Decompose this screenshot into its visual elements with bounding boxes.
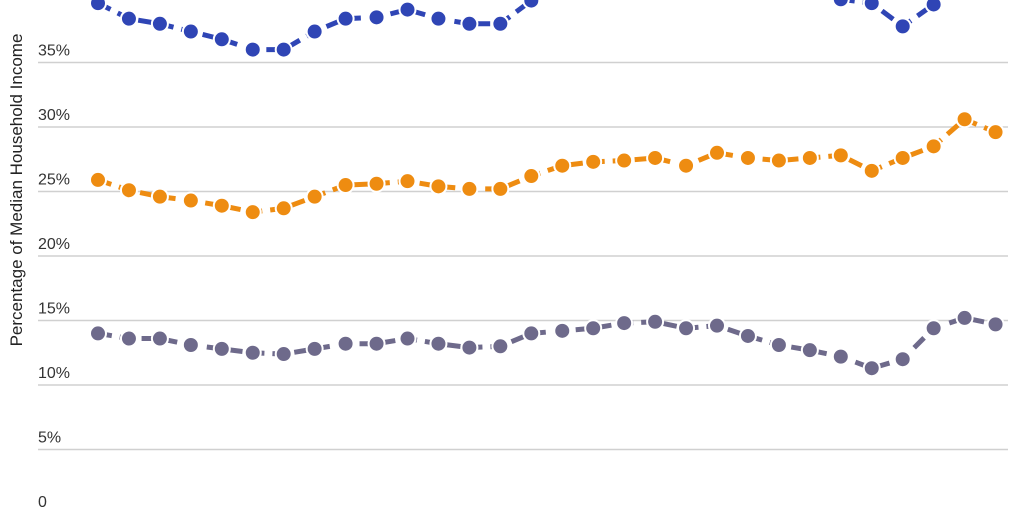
y-tick-label: 20%: [38, 236, 70, 253]
data-point: [429, 9, 448, 28]
data-point: [553, 156, 572, 175]
data-point: [367, 174, 386, 193]
data-point: [893, 17, 912, 36]
data-point: [119, 329, 138, 348]
y-axis-title: Percentage of Median Household Income: [7, 34, 26, 347]
data-point: [708, 143, 726, 162]
y-tick-label: 35%: [38, 43, 70, 60]
series-2: [89, 110, 1005, 222]
series-line: [97, 116, 997, 215]
data-point: [615, 314, 634, 333]
data-point: [398, 172, 417, 191]
series-1: [89, 0, 943, 59]
data-point: [243, 40, 262, 59]
data-point: [367, 334, 386, 353]
data-point: [986, 315, 1005, 334]
data-point: [893, 350, 912, 369]
data-point: [150, 187, 169, 206]
y-tick-label: 0: [38, 494, 47, 511]
data-point: [460, 338, 479, 357]
data-point: [924, 0, 943, 14]
data-point: [924, 319, 943, 338]
data-point: [769, 151, 788, 170]
data-point: [522, 324, 541, 343]
y-tick-label: 5%: [38, 430, 61, 447]
data-point: [831, 347, 850, 366]
data-point: [491, 14, 510, 33]
data-point: [955, 110, 974, 129]
data-point: [181, 22, 200, 41]
data-point: [367, 8, 386, 27]
series-line: [97, 315, 997, 371]
data-point: [584, 152, 603, 171]
data-point: [522, 167, 541, 186]
y-tick-label: 30%: [38, 107, 70, 124]
data-point: [274, 40, 293, 59]
data-point: [831, 0, 850, 9]
data-point: [646, 312, 665, 331]
data-point: [212, 196, 231, 215]
data-point: [119, 181, 138, 200]
y-axis-ticks: 0 5% 10% 15% 20% 25% 30% 35%: [38, 43, 70, 512]
data-point: [89, 324, 107, 343]
data-point: [986, 123, 1005, 142]
data-point: [243, 203, 262, 222]
data-point: [800, 148, 819, 167]
data-point: [336, 334, 355, 353]
data-point: [522, 0, 541, 10]
data-point: [150, 14, 169, 33]
data-point: [677, 319, 696, 338]
data-point: [243, 343, 262, 362]
gridlines: [38, 61, 1008, 451]
data-point: [862, 359, 881, 378]
data-point: [491, 179, 510, 198]
data-point: [738, 326, 757, 345]
series-group: [89, 0, 1005, 378]
data-point: [336, 176, 355, 195]
data-point: [429, 177, 448, 196]
data-point: [212, 339, 231, 358]
y-tick-label: 25%: [38, 172, 70, 189]
data-point: [800, 341, 819, 360]
data-point: [305, 22, 324, 41]
data-point: [831, 146, 850, 165]
data-point: [460, 179, 479, 198]
data-point: [336, 9, 355, 28]
data-point: [89, 170, 107, 189]
data-point: [769, 336, 788, 355]
y-tick-label: 10%: [38, 365, 70, 382]
data-point: [893, 148, 912, 167]
data-point: [460, 14, 479, 33]
data-point: [181, 336, 200, 355]
data-point: [738, 148, 757, 167]
data-point: [398, 0, 417, 19]
data-point: [89, 0, 107, 13]
data-point: [274, 199, 293, 218]
data-point: [553, 321, 572, 340]
data-point: [150, 329, 169, 348]
data-point: [491, 337, 510, 356]
data-point: [305, 187, 324, 206]
series-line: [840, 0, 936, 29]
data-point: [708, 316, 726, 335]
data-point: [862, 0, 881, 13]
data-point: [398, 329, 417, 348]
data-point: [862, 161, 881, 180]
data-point: [212, 30, 231, 49]
data-point: [924, 137, 943, 156]
data-point: [274, 345, 293, 364]
data-point: [955, 308, 974, 327]
data-point: [584, 319, 603, 338]
data-point: [677, 156, 696, 175]
data-point: [615, 151, 634, 170]
data-point: [646, 148, 665, 167]
data-point: [429, 334, 448, 353]
data-point: [181, 191, 200, 210]
data-point: [305, 339, 324, 358]
data-point: [119, 9, 138, 28]
y-tick-label: 15%: [38, 301, 70, 318]
series-3: [89, 308, 1005, 378]
